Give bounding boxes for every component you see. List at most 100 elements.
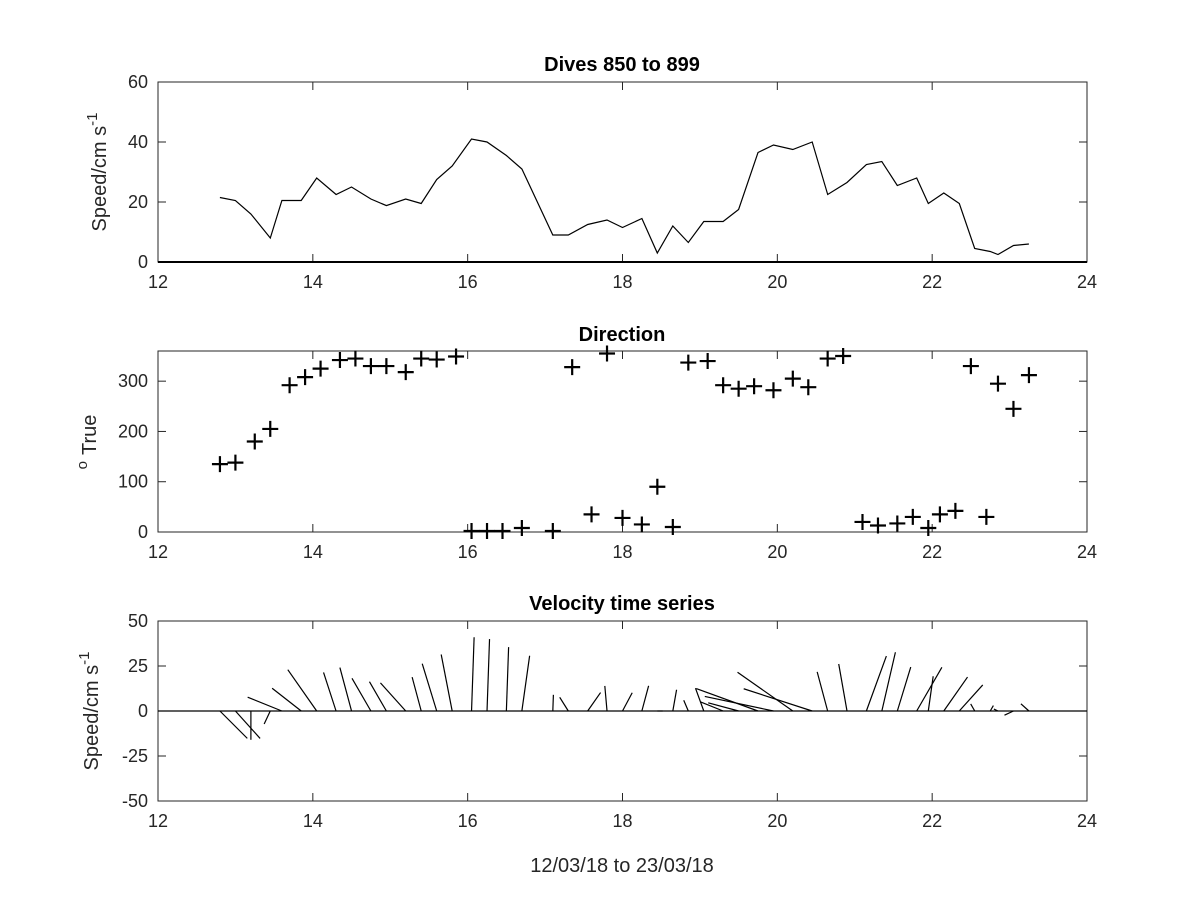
- velocity-stick: [339, 667, 353, 712]
- direction-marker: [835, 348, 852, 365]
- panel-title: Direction: [579, 324, 666, 346]
- x-tick-label: 12: [148, 542, 168, 562]
- x-tick-label: 16: [458, 542, 478, 562]
- direction-marker: [746, 378, 763, 395]
- velocity-stick: [1020, 703, 1030, 712]
- y-tick-label: 0: [138, 252, 148, 272]
- velocity-stick: [247, 696, 283, 712]
- x-tick-label: 22: [922, 272, 942, 292]
- velocity-stick: [411, 676, 422, 712]
- x-axis-label: 12/03/18 to 23/03/18: [530, 855, 714, 877]
- direction-marker: [854, 513, 871, 530]
- direction-marker: [699, 353, 716, 370]
- x-tick-label: 16: [458, 811, 478, 831]
- velocity-stick: [958, 684, 984, 712]
- x-tick-label: 14: [303, 542, 323, 562]
- velocity-stick: [621, 692, 633, 712]
- direction-marker: [448, 348, 465, 365]
- direction-marker: [730, 380, 747, 397]
- direction-marker: [583, 506, 600, 523]
- velocity-stick: [683, 699, 689, 712]
- direction-marker: [494, 522, 511, 539]
- velocity-stick: [440, 654, 453, 712]
- x-tick-label: 14: [303, 811, 323, 831]
- direction-marker: [947, 502, 964, 519]
- y-tick-label: 40: [128, 132, 148, 152]
- velocity-stick: [881, 652, 896, 712]
- direction-marker: [649, 478, 666, 495]
- direction-marker: [281, 377, 298, 394]
- y-tick-label: 0: [138, 522, 148, 542]
- x-tick-label: 20: [767, 811, 787, 831]
- x-tick-label: 12: [148, 811, 168, 831]
- velocity-stick: [219, 710, 248, 739]
- velocity-stick: [737, 671, 794, 712]
- direction-marker: [784, 370, 801, 387]
- velocity-stick: [351, 677, 372, 712]
- y-axis-label-superscript: o: [74, 461, 91, 469]
- direction-marker: [989, 375, 1006, 392]
- velocity-stick: [234, 710, 261, 739]
- velocity-stick: [421, 663, 438, 712]
- velocity-stick: [604, 685, 608, 712]
- y-tick-label: 50: [128, 611, 148, 631]
- velocity-stick: [865, 655, 887, 712]
- direction-marker: [246, 433, 263, 450]
- y-tick-label: 25: [128, 656, 148, 676]
- velocity-stick: [816, 671, 829, 712]
- direction-marker: [428, 351, 445, 368]
- direction-marker: [227, 454, 244, 471]
- direction-marker: [680, 354, 697, 371]
- y-axis-label-text: Speed/cm s: [89, 126, 111, 232]
- velocity-stick: [552, 694, 554, 712]
- velocity-stick: [838, 663, 848, 712]
- velocity-stick: [263, 710, 271, 725]
- axes-box: [157, 350, 1088, 533]
- y-axis-label-text: True: [79, 415, 101, 455]
- y-axis-label-superscript: -1: [84, 113, 101, 126]
- direction-marker: [479, 522, 496, 539]
- velocity-stick: [694, 687, 705, 712]
- velocity-stick: [368, 681, 387, 712]
- direction-marker: [262, 420, 279, 437]
- velocity-stick: [672, 689, 678, 712]
- velocity-stick: [559, 696, 569, 712]
- direction-marker: [544, 522, 561, 539]
- velocity-stick: [587, 692, 602, 712]
- y-axis-label: o True: [74, 415, 101, 470]
- x-tick-label: 24: [1077, 542, 1097, 562]
- direction-marker: [211, 456, 228, 473]
- velocity-stick: [271, 687, 302, 712]
- direction-marker: [889, 515, 906, 532]
- y-axis-label: Speed/cm s-1: [84, 113, 111, 232]
- y-tick-label: 60: [128, 72, 148, 92]
- y-tick-label: 200: [118, 421, 148, 441]
- y-tick-label: 0: [138, 701, 148, 721]
- direction-marker: [962, 358, 979, 375]
- direction-marker: [347, 350, 364, 367]
- panel-title: Velocity time series: [529, 593, 715, 615]
- direction-marker: [920, 519, 937, 536]
- velocity-stick: [743, 688, 813, 712]
- velocity-stick: [993, 708, 999, 712]
- x-tick-label: 22: [922, 811, 942, 831]
- velocity-stick: [970, 703, 976, 712]
- velocity-stick: [322, 672, 337, 712]
- direction-marker: [664, 518, 681, 535]
- velocity-stick: [927, 676, 934, 712]
- x-tick-label: 20: [767, 272, 787, 292]
- direction-marker: [513, 519, 530, 536]
- direction-marker: [800, 379, 817, 396]
- velocity-stick: [704, 695, 774, 712]
- y-tick-label: 100: [118, 472, 148, 492]
- direction-marker: [297, 369, 314, 386]
- velocity-stick: [379, 682, 407, 712]
- direction-marker: [312, 360, 329, 377]
- axes-box: [157, 81, 1088, 263]
- velocity-stick: [708, 702, 739, 712]
- direction-panel: Direction 12 14 16 18 20 22 24 0 100 200 300 o True: [74, 324, 1097, 562]
- direction-marker: [1020, 367, 1037, 384]
- velocity-stick: [1004, 710, 1014, 716]
- velocity-panel: Velocity time series 12 14 16 18 20 22 24 50 25 0…: [76, 593, 1097, 877]
